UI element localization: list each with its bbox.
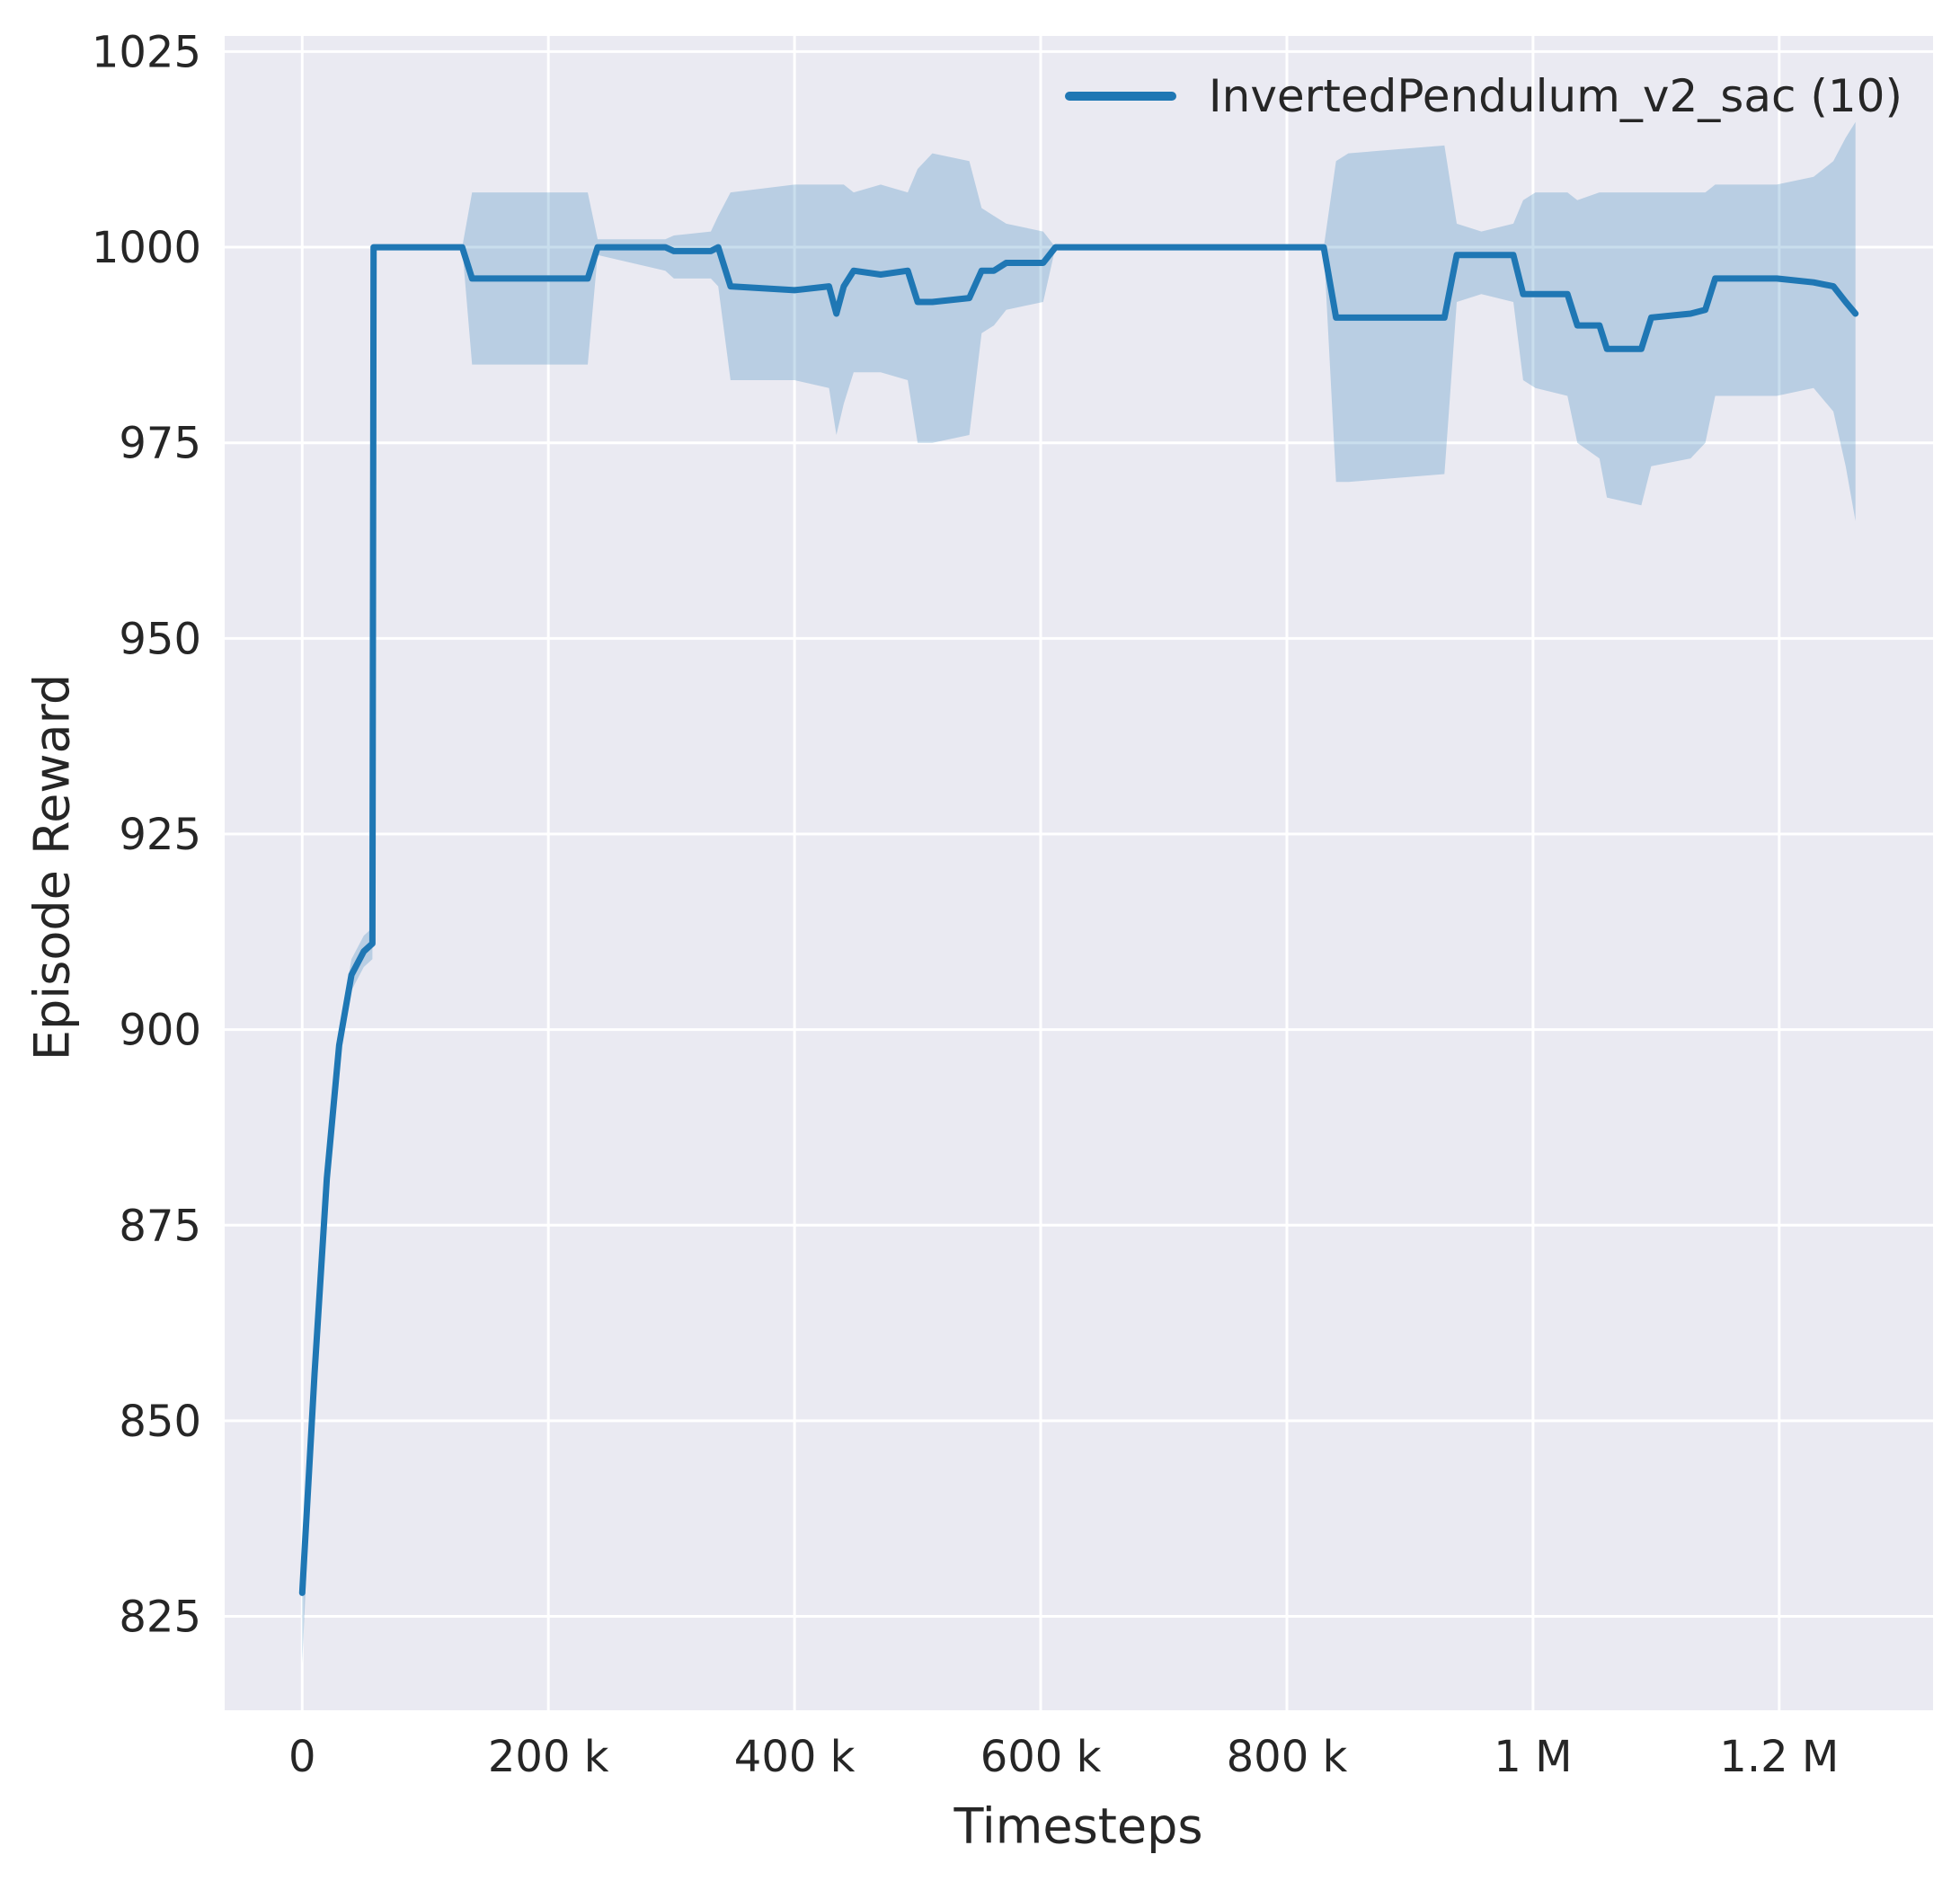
x-tick-label: 1 M [1494, 1732, 1572, 1782]
legend: InvertedPendulum_v2_sac (10) [1064, 70, 1902, 122]
confidence-band [302, 121, 1856, 1664]
y-tick-label: 1025 [92, 27, 201, 77]
x-tick-label: 200 k [488, 1732, 609, 1782]
y-tick-label: 850 [119, 1397, 201, 1447]
y-tick-label: 950 [119, 614, 201, 664]
x-tick-label: 800 k [1227, 1732, 1348, 1782]
y-tick-label: 1000 [92, 223, 201, 273]
y-tick-label: 875 [119, 1201, 201, 1251]
y-tick-label: 975 [119, 419, 201, 469]
x-tick-label: 600 k [980, 1732, 1102, 1782]
legend-line-swatch [1064, 92, 1176, 101]
x-tick-label: 0 [288, 1732, 316, 1782]
legend-label: InvertedPendulum_v2_sac (10) [1208, 70, 1902, 122]
mean-reward-line [298, 244, 1859, 1596]
y-tick-label: 900 [119, 1006, 201, 1056]
x-tick-label: 400 k [734, 1732, 856, 1782]
x-axis-label: Timesteps [953, 1797, 1203, 1855]
y-axis-label: Episode Reward [23, 673, 81, 1061]
x-tick-label: 1.2 M [1719, 1732, 1839, 1782]
plot-area [225, 36, 1933, 1710]
y-tick-label: 925 [119, 810, 201, 860]
y-tick-label: 825 [119, 1593, 201, 1643]
